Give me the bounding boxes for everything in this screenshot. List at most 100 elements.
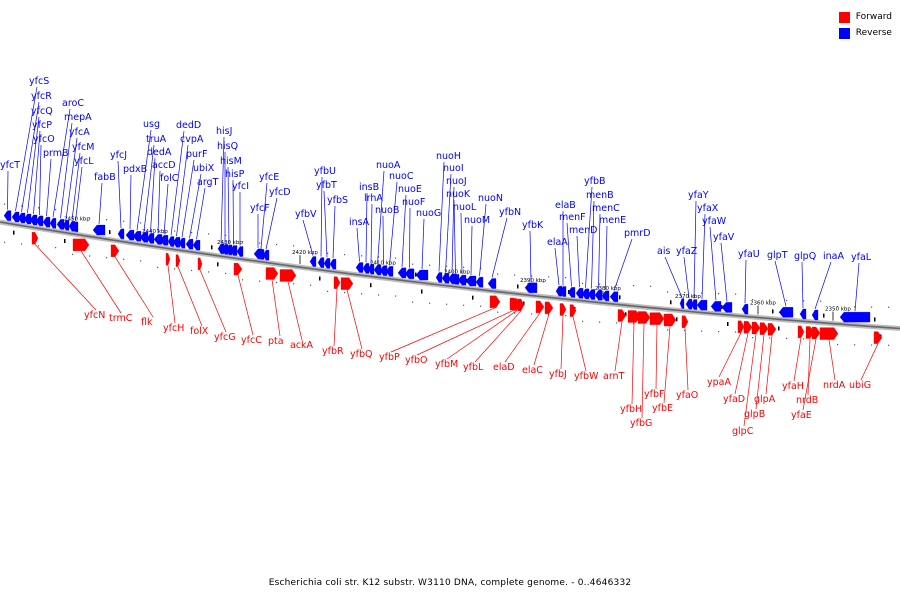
reverse-gene-arrow[interactable] [385, 266, 394, 277]
forward-gene-arrow[interactable] [535, 300, 545, 314]
forward-gene-arrow[interactable] [819, 327, 839, 340]
reverse-gene-label[interactable]: yfcA [69, 127, 90, 138]
reverse-gene-label[interactable]: insB [359, 182, 379, 193]
reverse-gene-label[interactable]: glpQ [794, 251, 816, 262]
reverse-gene-arrow[interactable] [594, 290, 603, 301]
reverse-gene-label[interactable]: yfbV [295, 209, 317, 220]
reverse-gene-label[interactable]: cvpA [180, 134, 204, 145]
forward-gene-label[interactable]: yfbP [379, 352, 400, 363]
reverse-gene-label[interactable]: nuoI [443, 163, 464, 174]
reverse-gene-arrow[interactable] [415, 269, 429, 281]
reverse-gene-arrow[interactable] [379, 265, 388, 276]
reverse-gene-arrow[interactable] [146, 233, 155, 244]
reverse-gene-label[interactable]: dedD [176, 120, 201, 131]
reverse-gene-arrow[interactable] [159, 235, 169, 246]
reverse-gene-label[interactable]: yfcR [31, 91, 52, 102]
reverse-gene-arrow[interactable] [567, 287, 576, 298]
forward-gene-arrow[interactable] [165, 253, 171, 266]
reverse-gene-arrow[interactable] [217, 243, 225, 254]
reverse-gene-label[interactable]: yfbU [314, 166, 336, 177]
reverse-gene-label[interactable]: nuoA [376, 160, 401, 171]
reverse-gene-label[interactable]: prmB [43, 148, 69, 159]
reverse-gene-arrow[interactable] [367, 263, 375, 275]
reverse-gene-label[interactable]: menE [599, 215, 626, 226]
forward-gene-label[interactable]: yfbJ [549, 369, 567, 380]
forward-gene-label[interactable]: yfaD [723, 394, 745, 405]
reverse-gene-arrow[interactable] [475, 277, 484, 288]
forward-gene-label[interactable]: trmC [109, 313, 133, 324]
forward-gene-label[interactable]: yfaO [676, 390, 698, 401]
reverse-gene-arrow[interactable] [125, 230, 135, 241]
reverse-gene-label[interactable]: ubiX [193, 163, 215, 174]
reverse-gene-arrow[interactable] [35, 215, 44, 227]
reverse-gene-arrow[interactable] [139, 232, 149, 243]
reverse-gene-label[interactable]: ais [657, 246, 670, 257]
reverse-gene-label[interactable]: lrhA [364, 193, 383, 204]
forward-gene-arrow[interactable] [265, 267, 279, 280]
reverse-gene-label[interactable]: hisM [220, 156, 242, 167]
forward-gene-label[interactable]: nrdA [823, 380, 846, 391]
forward-gene-label[interactable]: ypaA [707, 377, 731, 388]
reverse-gene-arrow[interactable] [185, 238, 194, 250]
forward-gene-label[interactable]: elaC [522, 365, 543, 376]
reverse-gene-label[interactable]: accD [152, 160, 176, 171]
reverse-gene-label[interactable]: yfbK [522, 220, 544, 231]
legend-item-reverse[interactable]: Reverse [838, 25, 892, 41]
reverse-gene-arrow[interactable] [192, 240, 201, 251]
forward-gene-arrow[interactable] [637, 311, 651, 324]
reverse-gene-arrow[interactable] [404, 268, 415, 279]
reverse-gene-arrow[interactable] [487, 278, 497, 289]
reverse-gene-arrow[interactable] [262, 249, 270, 261]
forward-gene-label[interactable]: yfaH [782, 381, 804, 392]
reverse-gene-arrow[interactable] [225, 244, 233, 256]
reverse-gene-label[interactable]: yfcS [29, 76, 49, 87]
forward-gene-arrow[interactable] [759, 322, 769, 335]
reverse-gene-label[interactable]: nuoG [416, 208, 441, 219]
reverse-gene-label[interactable]: inaA [823, 251, 844, 262]
reverse-gene-arrow[interactable] [323, 258, 331, 269]
reverse-gene-label[interactable]: nuoB [375, 205, 399, 216]
reverse-gene-arrow[interactable] [373, 264, 382, 275]
forward-gene-arrow[interactable] [743, 321, 753, 334]
reverse-gene-arrow[interactable] [555, 285, 563, 297]
reverse-gene-arrow[interactable] [559, 286, 567, 297]
forward-gene-arrow[interactable] [767, 323, 777, 336]
forward-gene-arrow[interactable] [797, 325, 805, 338]
reverse-gene-arrow[interactable] [696, 299, 708, 311]
forward-gene-arrow[interactable] [873, 331, 883, 344]
reverse-gene-arrow[interactable] [49, 218, 57, 229]
reverse-gene-arrow[interactable] [62, 220, 70, 231]
forward-gene-arrow[interactable] [233, 262, 243, 276]
reverse-gene-arrow[interactable] [799, 308, 807, 320]
reverse-gene-label[interactable]: nuoH [436, 151, 461, 162]
forward-gene-label[interactable]: yfcN [84, 310, 105, 321]
reverse-gene-label[interactable]: yfcQ [31, 106, 53, 117]
reverse-gene-arrow[interactable] [117, 228, 125, 240]
reverse-gene-arrow[interactable] [42, 216, 51, 228]
reverse-gene-arrow[interactable] [3, 210, 12, 221]
reverse-gene-arrow[interactable] [92, 224, 106, 236]
forward-gene-label[interactable]: yfbH [620, 404, 642, 415]
reverse-gene-label[interactable]: yfaY [688, 190, 709, 201]
forward-gene-arrow[interactable] [517, 298, 525, 312]
reverse-gene-arrow[interactable] [132, 231, 142, 242]
reverse-gene-arrow[interactable] [221, 244, 229, 255]
forward-gene-arrow[interactable] [559, 303, 567, 316]
reverse-gene-arrow[interactable] [153, 234, 163, 245]
reverse-gene-arrow[interactable] [72, 221, 79, 233]
reverse-gene-label[interactable]: yfcJ [110, 150, 127, 161]
reverse-gene-label[interactable]: menC [592, 203, 620, 214]
reverse-gene-arrow[interactable] [710, 301, 722, 312]
reverse-gene-arrow[interactable] [690, 299, 698, 310]
reverse-gene-label[interactable]: nuoL [453, 202, 477, 213]
reverse-gene-arrow[interactable] [679, 298, 685, 309]
reverse-gene-label[interactable]: yfaZ [676, 246, 698, 257]
forward-gene-arrow[interactable] [649, 312, 665, 325]
reverse-gene-arrow[interactable] [721, 302, 733, 313]
reverse-gene-label[interactable]: yfcL [74, 156, 94, 167]
forward-gene-arrow[interactable] [544, 301, 554, 315]
reverse-gene-label[interactable]: yfcP [32, 120, 52, 131]
forward-gene-arrow[interactable] [279, 269, 297, 282]
reverse-gene-label[interactable]: usg [143, 119, 160, 130]
reverse-gene-label[interactable]: hisJ [216, 126, 232, 137]
